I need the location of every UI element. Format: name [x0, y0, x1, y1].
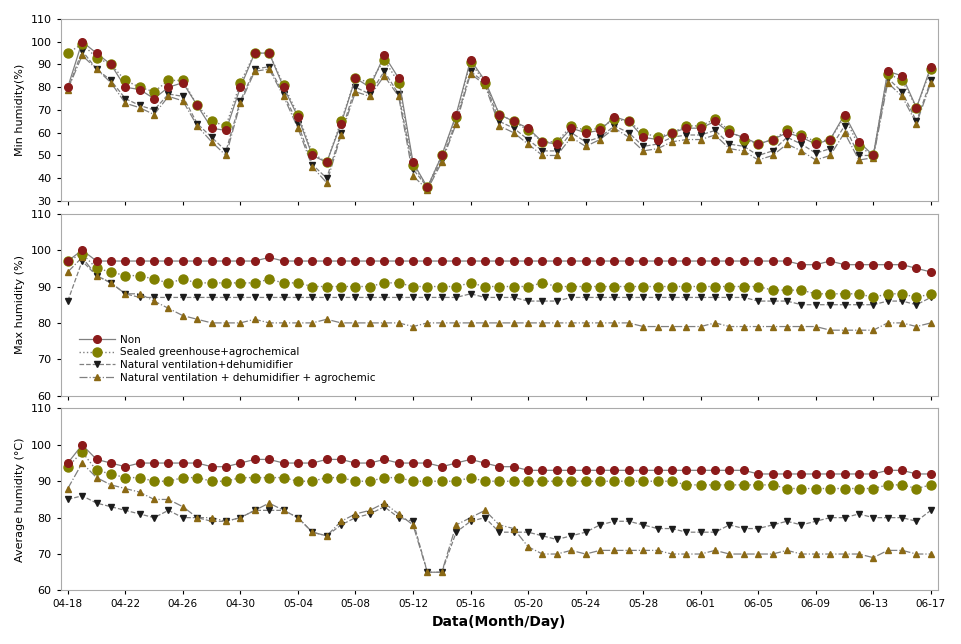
Legend: Non, Sealed greenhouse+agrochemical, Natural ventilation+dehumidifier, Natural v: Non, Sealed greenhouse+agrochemical, Nat…: [75, 330, 380, 387]
Y-axis label: Average humidity (°C): Average humidity (°C): [15, 437, 25, 562]
X-axis label: Data(Month/Day): Data(Month/Day): [431, 615, 566, 629]
Y-axis label: Max humidity (%): Max humidity (%): [15, 255, 25, 354]
Y-axis label: Min humidity(%): Min humidity(%): [15, 64, 25, 156]
